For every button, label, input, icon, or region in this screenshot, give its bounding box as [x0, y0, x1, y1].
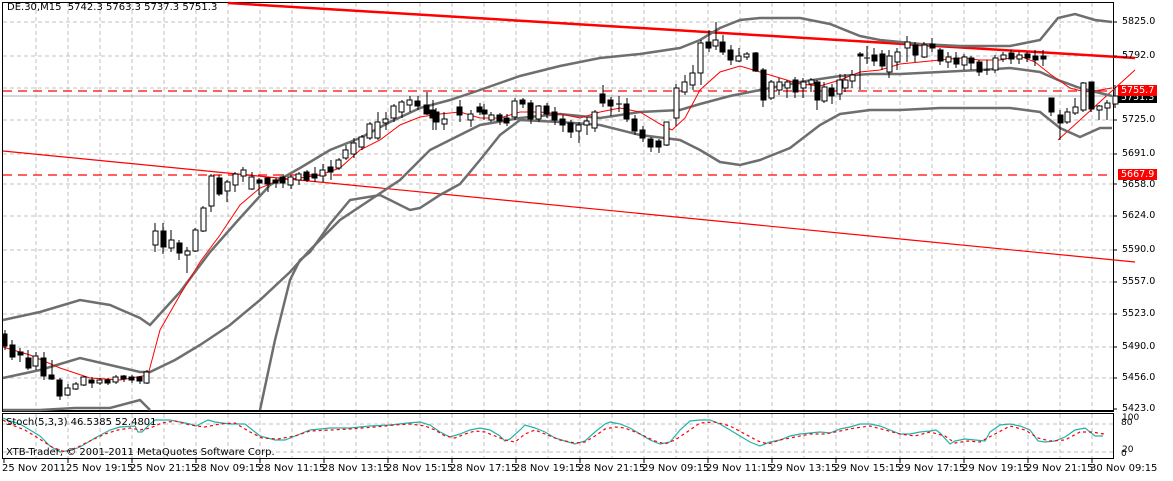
time-tick: 25 Nov 21:15 [130, 463, 198, 474]
time-tick: 28 Nov 09:15 [194, 463, 262, 474]
main-chart-frame [2, 2, 1114, 411]
time-tick: 28 Nov 19:15 [514, 463, 582, 474]
time-tick: 29 Nov 19:15 [962, 463, 1030, 474]
price-tick: 5691.0 [1122, 148, 1156, 159]
time-tick: 29 Nov 13:15 [770, 463, 838, 474]
current-price-label: 5751.3 [1118, 92, 1158, 103]
trendline-short[interactable] [1057, 69, 1136, 141]
price-tick: 5825.0 [1122, 16, 1156, 27]
time-tick: 29 Nov 11:15 [706, 463, 774, 474]
time-tick: 28 Nov 13:15 [322, 463, 390, 474]
time-tick: 29 Nov 09:15 [642, 463, 710, 474]
level-label-lower: 5667.9 [1118, 169, 1158, 180]
chart-header: DE.30,M15 5742.3 5763.3 5737.3 5751.3 [7, 2, 218, 13]
price-tick: 5725.0 [1122, 114, 1156, 125]
time-tick: 30 Nov 09:15 [1090, 463, 1158, 474]
moving-average-line [2, 55, 1113, 381]
trendline-lower[interactable] [2, 150, 1136, 263]
level-label-upper: 5755.7 [1118, 85, 1158, 96]
price-tick: 5423.0 [1122, 403, 1156, 414]
price-tick: 5490.0 [1122, 341, 1156, 352]
stoch-tick: 0 [1121, 449, 1127, 459]
price-tick: 5456.0 [1122, 372, 1156, 383]
stoch-tick: 80 [1121, 418, 1133, 428]
price-tick: 5523.0 [1122, 308, 1156, 319]
copyright-text: XTB-Trader, © 2001-2011 MetaQuotes Softw… [6, 447, 275, 458]
candlesticks[interactable] [2, 22, 1119, 400]
time-tick: 29 Nov 21:15 [1026, 463, 1094, 474]
time-tick: 28 Nov 17:15 [450, 463, 518, 474]
price-tick: 5658.0 [1122, 179, 1156, 190]
time-tick: 25 Nov 2011 [2, 463, 67, 474]
trendline-upper[interactable] [227, 1, 1136, 60]
time-tick: 28 Nov 11:15 [258, 463, 326, 474]
price-tick: 5792.0 [1122, 50, 1156, 61]
stoch-main-line [2, 417, 1103, 453]
price-tick: 5624.0 [1122, 210, 1156, 221]
time-tick: 29 Nov 15:15 [834, 463, 902, 474]
price-tick: 5590.0 [1122, 244, 1156, 255]
time-tick: 28 Nov 15:15 [386, 463, 454, 474]
stoch-tick: 20 [1122, 445, 1134, 455]
stoch-panel-frame [2, 413, 1114, 459]
price-tick: 5557.0 [1122, 276, 1156, 287]
stoch-signal-line [2, 419, 1105, 453]
time-tick: 25 Nov 19:15 [66, 463, 134, 474]
stoch-tick: 100 [1122, 413, 1140, 423]
stoch-indicator-label: Stoch(5,3,3) 46.5385 52.4801 [6, 417, 157, 428]
time-tick: 29 Nov 17:15 [898, 463, 966, 474]
time-tick: 28 Nov 21:15 [578, 463, 646, 474]
